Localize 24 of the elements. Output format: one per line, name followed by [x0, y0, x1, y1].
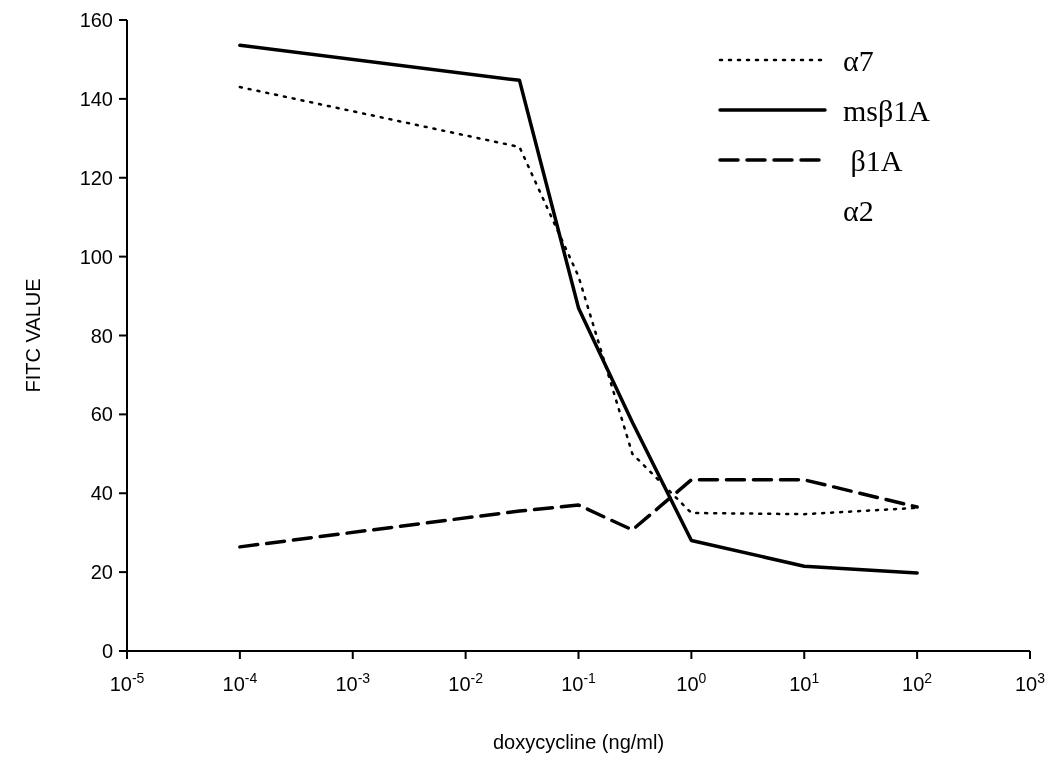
x-tick-label: 10$^{2}$	[902, 670, 933, 695]
y-axis-title: FITC VALUE	[22, 278, 44, 393]
y-tick-label: 140	[79, 87, 113, 110]
y-tick-label: 120	[79, 166, 113, 189]
text: α2	[843, 193, 874, 227]
y-tick-label: 60	[90, 403, 113, 426]
y-tick-label: 100	[79, 245, 113, 268]
y-tick-label: 160	[79, 9, 113, 31]
x-tick-label: 10$^{-4}$	[222, 670, 258, 695]
x-tick-label: 10$^{0}$	[676, 670, 707, 695]
x-tick-label: 10$^{-3}$	[335, 670, 371, 695]
y-tick-label: 80	[90, 324, 113, 347]
y-tick-label: 0	[101, 640, 113, 662]
x-tick-label: 10$^{-5}$	[109, 670, 145, 695]
legend-label: msβ1A	[843, 93, 931, 127]
x-tick-label: 10$^{-2}$	[448, 670, 484, 695]
x-tick-label: 10$^{-1}$	[561, 670, 597, 695]
y-tick-label: 20	[90, 561, 113, 584]
x-tick-label: 10$^{3}$	[1014, 670, 1046, 695]
legend-label: β1A	[843, 143, 903, 177]
legend-label: α7	[843, 43, 874, 77]
y-tick-label: 40	[90, 482, 113, 505]
x-tick-label: 10$^{1}$	[789, 670, 820, 695]
x-axis-title: doxycycline (ng/ml)	[492, 731, 665, 753]
